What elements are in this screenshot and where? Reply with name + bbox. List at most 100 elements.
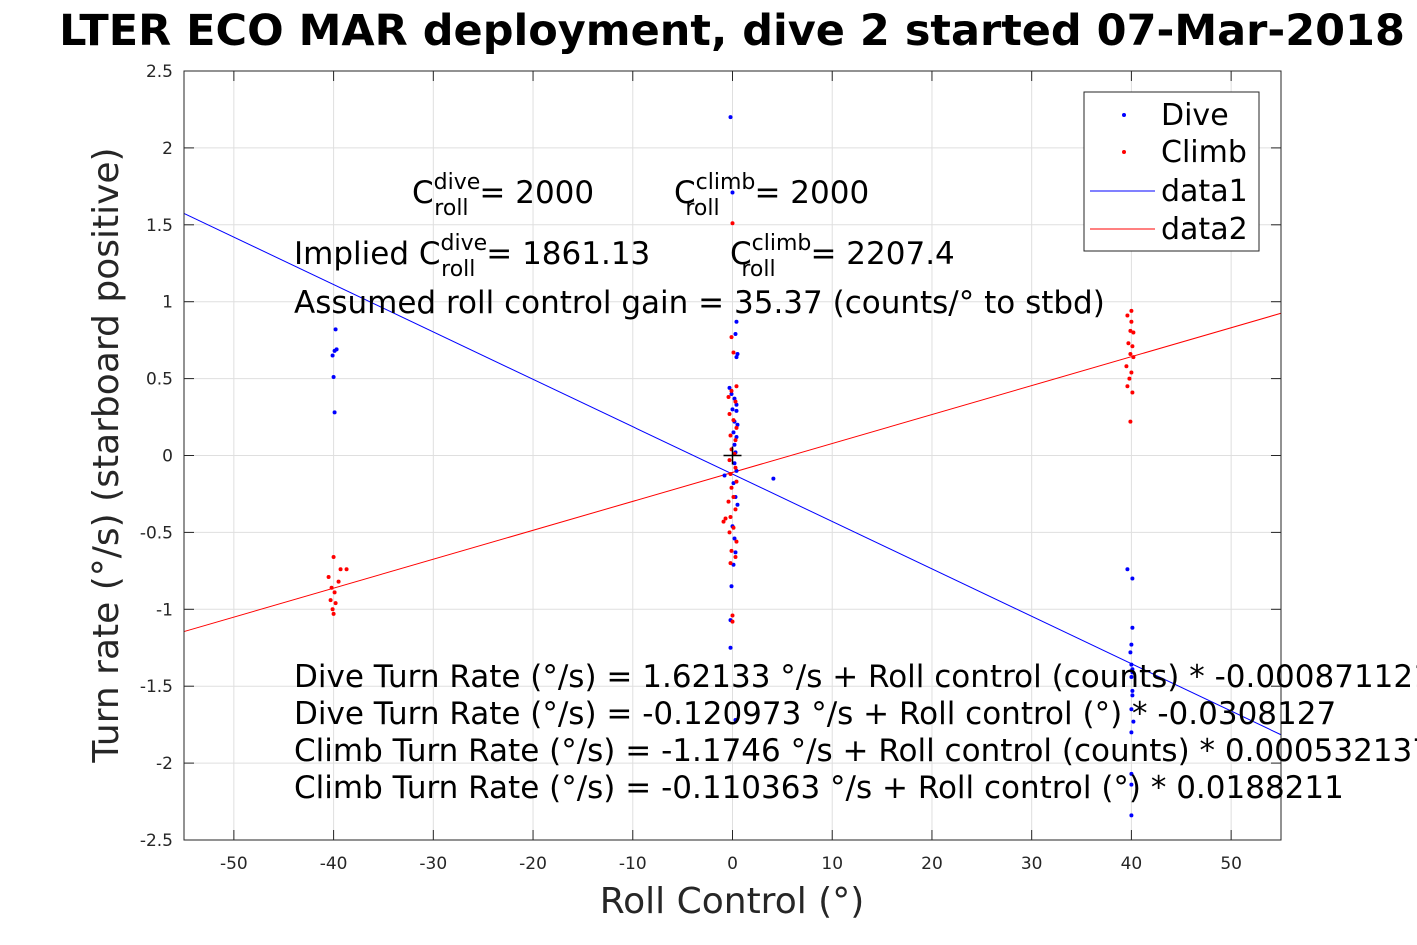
climb-point [1125, 313, 1130, 318]
legend-climb-label: Climb [1161, 135, 1247, 170]
dive-point [1129, 813, 1134, 818]
y-tick-label: 0.5 [146, 370, 173, 390]
climb-point [338, 567, 343, 572]
dive-point [1129, 730, 1134, 735]
implied-climb-value: = 2207.4 [801, 236, 955, 272]
fit-equation-1: Dive Turn Rate (°/s) = 1.62133 °/s + Rol… [294, 659, 1417, 695]
dive-point [1130, 576, 1135, 581]
climb-point [329, 585, 334, 590]
dive-point [330, 353, 335, 358]
dive-point [1130, 667, 1135, 672]
implied-dive-prefix: Implied C [294, 236, 441, 272]
climb-point [721, 519, 726, 524]
climb-point [726, 395, 731, 400]
dive-point [722, 473, 727, 478]
implied-dive-sup: dive [441, 231, 488, 256]
dive-point [1128, 650, 1133, 655]
y-tick-label: 1 [162, 293, 173, 313]
c-roll-dive-sub: roll [434, 196, 468, 221]
y-tick-label: 2 [162, 139, 173, 159]
implied-dive-annotation: Implied Cdive roll = 1861.13 [294, 231, 650, 282]
implied-climb-annotation: Cclimb roll = 2207.4 [730, 231, 955, 282]
annotations: Cdive roll = 2000 Cclimb roll = 2000 Impli… [294, 170, 1417, 806]
dive-point [1129, 674, 1134, 679]
climb-point [1130, 390, 1135, 395]
climb-point [728, 515, 733, 520]
climb-point [1124, 364, 1129, 369]
tick-labels: -50 -40 -30 -20 -10 0 10 20 30 40 50-2.5-2-1.5-1-0… [140, 62, 1242, 874]
legend-data2-label: data2 [1161, 212, 1248, 247]
climb-point [730, 613, 735, 618]
dive-point [1130, 625, 1135, 630]
climb-point [1129, 308, 1134, 313]
climb-point [1128, 351, 1133, 356]
dive-point [331, 375, 336, 380]
climb-point [733, 438, 738, 443]
fit-equation-3: Climb Turn Rate (°/s) = -1.1746 °/s + Ro… [294, 733, 1417, 769]
x-tick-label: 50 [1220, 854, 1242, 874]
climb-point [728, 433, 733, 438]
climb-point [731, 525, 736, 530]
climb-point [733, 399, 738, 404]
legend-climb-marker [1122, 150, 1126, 154]
climb-point [723, 516, 728, 521]
dive-point [735, 502, 740, 507]
legend: Dive Climb data1 data2 [1083, 91, 1260, 252]
fit-equation-4: Climb Turn Rate (°/s) = -0.110363 °/s + … [294, 770, 1344, 806]
c-roll-climb-sup: climb [696, 170, 756, 195]
climb-point [331, 611, 336, 616]
dive-point [728, 115, 733, 120]
fit-equation-2: Dive Turn Rate (°/s) = -0.120973 °/s + R… [294, 696, 1336, 732]
climb-point [1130, 344, 1135, 349]
climb-point [731, 418, 736, 423]
climb-point [727, 411, 732, 416]
y-tick-label: -0.5 [140, 523, 173, 543]
dive-point [1129, 642, 1134, 647]
dive-point [733, 331, 738, 336]
climb-point [1129, 370, 1134, 375]
dive-point [1130, 688, 1135, 693]
climb-point [333, 601, 338, 606]
c-roll-climb-value: = 2000 [745, 175, 870, 211]
climb-point [1131, 330, 1136, 335]
climb-point [328, 598, 333, 603]
dive-point [1131, 719, 1136, 724]
dive-point [734, 468, 739, 473]
legend-dive-marker [1122, 113, 1126, 117]
climb-point [729, 335, 734, 340]
climb-point [728, 471, 733, 476]
dive-point [1129, 662, 1134, 667]
data2-fit-line [183, 312, 1282, 633]
dive-point [1130, 693, 1135, 698]
climb-point [344, 567, 349, 572]
dive-point [1129, 782, 1134, 787]
dive-point [732, 536, 737, 541]
dive-point [733, 550, 738, 555]
x-tick-label: 20 [921, 854, 943, 874]
dive-point [729, 391, 734, 396]
dive-point [734, 319, 739, 324]
x-tick-label: -40 [320, 854, 348, 874]
climb-point [731, 350, 736, 355]
legend-box [1083, 91, 1260, 252]
dive-point [733, 718, 738, 723]
climb-point [733, 555, 738, 560]
dive-point [334, 347, 339, 352]
climb-point [733, 465, 738, 470]
c-roll-dive-sup: dive [434, 170, 481, 195]
x-tick-label: -30 [419, 854, 447, 874]
climb-point [727, 458, 732, 463]
c-roll-dive-prefix: C [412, 175, 434, 211]
climb-point [726, 499, 731, 504]
climb-point [734, 425, 739, 430]
dive-point [735, 351, 740, 356]
climb-point [1126, 341, 1131, 346]
climb-point [326, 575, 331, 580]
implied-climb-sub: roll [741, 257, 775, 282]
chart-title: LTER ECO MAR deployment, dive 2 started … [59, 6, 1405, 56]
x-tick-label: 0 [727, 854, 738, 874]
dive-point [734, 408, 739, 413]
dive-point [1129, 771, 1134, 776]
y-axis-label: Turn rate (°/s) (starboard positive) [86, 147, 127, 763]
dive-point [734, 435, 739, 440]
